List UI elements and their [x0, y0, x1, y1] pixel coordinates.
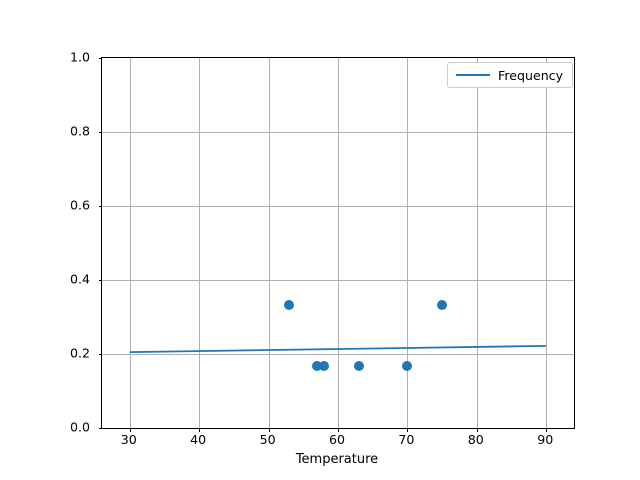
tick-mark-y: [98, 354, 102, 355]
gridline-vertical: [476, 58, 478, 428]
tick-mark-y: [98, 280, 102, 281]
tick-label-x: 60: [328, 432, 346, 447]
plot-axes: [98, 57, 575, 432]
legend-line-swatch: [456, 73, 490, 77]
tick-mark-x: [407, 428, 409, 432]
tick-mark-x: [199, 428, 201, 432]
tick-mark-y: [98, 58, 102, 59]
scatter-point: [437, 299, 448, 310]
scatter-point: [312, 361, 323, 372]
legend-entry-label: Frequency: [498, 67, 564, 83]
tick-label-x: 90: [537, 432, 554, 447]
tick-label-x: 50: [259, 432, 276, 447]
tick-mark-x: [546, 428, 548, 432]
gridline-horizontal: [102, 206, 574, 207]
tick-mark-x: [268, 428, 270, 432]
tick-label-x: 70: [398, 432, 415, 447]
gridline-horizontal: [102, 280, 574, 281]
gridline-horizontal: [102, 132, 574, 133]
scatter-point: [319, 361, 330, 372]
gridline-vertical: [546, 58, 548, 428]
tick-label-y: 0.4: [69, 271, 90, 287]
x-axis-label: Temperature: [295, 452, 379, 467]
tick-mark-x: [129, 428, 131, 432]
tick-label-y: 0.0: [69, 419, 90, 435]
gridline-vertical: [338, 58, 339, 428]
tick-label-y: 0.2: [69, 345, 90, 361]
tick-mark-y: [98, 132, 102, 133]
scatter-point: [353, 361, 364, 372]
gridline-vertical: [199, 58, 201, 428]
tick-mark-y: [98, 206, 102, 207]
tick-label-y: 0.6: [69, 197, 90, 213]
tick-mark-y: [98, 428, 102, 429]
frequency-line-path: [129, 344, 547, 354]
gridline-vertical: [268, 58, 270, 428]
gridline-horizontal: [102, 354, 574, 355]
tick-label-y: 1.0: [69, 49, 90, 65]
frequency-line-series: [129, 344, 547, 354]
scatter-point: [402, 361, 413, 372]
tick-label-x: 80: [467, 432, 484, 447]
tick-mark-x: [476, 428, 478, 432]
tick-label-x: 40: [190, 432, 207, 447]
chart-legend: Frequency: [447, 62, 574, 88]
tick-mark-x: [338, 428, 339, 432]
gridline-vertical: [129, 58, 131, 428]
tick-label-x: 30: [120, 432, 137, 447]
gridline-vertical: [407, 58, 409, 428]
tick-label-y: 0.8: [69, 123, 90, 139]
scatter-point: [284, 299, 295, 310]
